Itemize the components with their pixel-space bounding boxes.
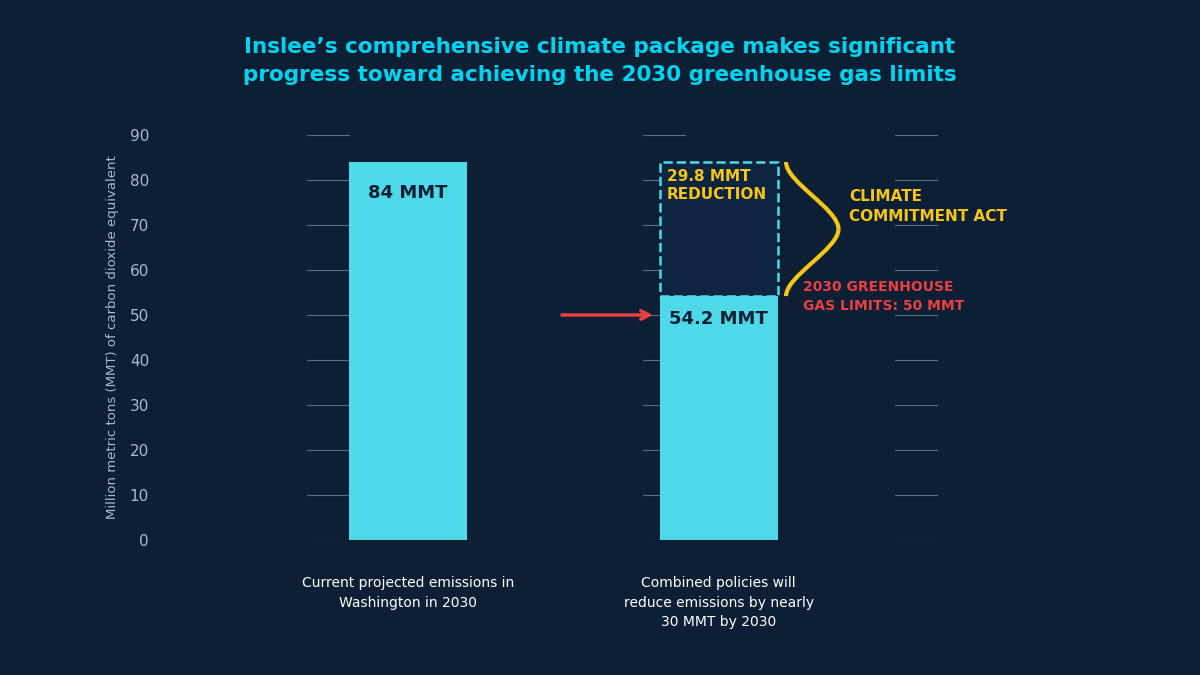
Bar — [660, 162, 778, 296]
Text: Combined policies will
reduce emissions by nearly
30 MMT by 2030: Combined policies will reduce emissions … — [624, 576, 814, 629]
Text: 2030 GREENHOUSE
GAS LIMITS: 50 MMT: 2030 GREENHOUSE GAS LIMITS: 50 MMT — [803, 280, 964, 313]
Text: Inslee’s comprehensive climate package makes significant
progress toward achievi: Inslee’s comprehensive climate package m… — [244, 37, 956, 85]
Bar — [349, 162, 467, 540]
Text: 29.8 MMT
REDUCTION: 29.8 MMT REDUCTION — [667, 169, 767, 202]
Text: Current projected emissions in
Washington in 2030: Current projected emissions in Washingto… — [302, 576, 514, 610]
Text: CLIMATE
COMMITMENT ACT: CLIMATE COMMITMENT ACT — [850, 189, 1007, 224]
Bar — [660, 296, 778, 540]
Text: Inslee’s comprehensive climate package makes significant
progress toward achievi: Inslee’s comprehensive climate package m… — [244, 37, 956, 85]
Text: 54.2 MMT: 54.2 MMT — [670, 310, 768, 327]
Text: 84 MMT: 84 MMT — [368, 184, 448, 202]
Bar — [660, 162, 778, 296]
Y-axis label: Million metric tons (MMT) of carbon dioxide equivalent: Million metric tons (MMT) of carbon diox… — [106, 156, 119, 519]
